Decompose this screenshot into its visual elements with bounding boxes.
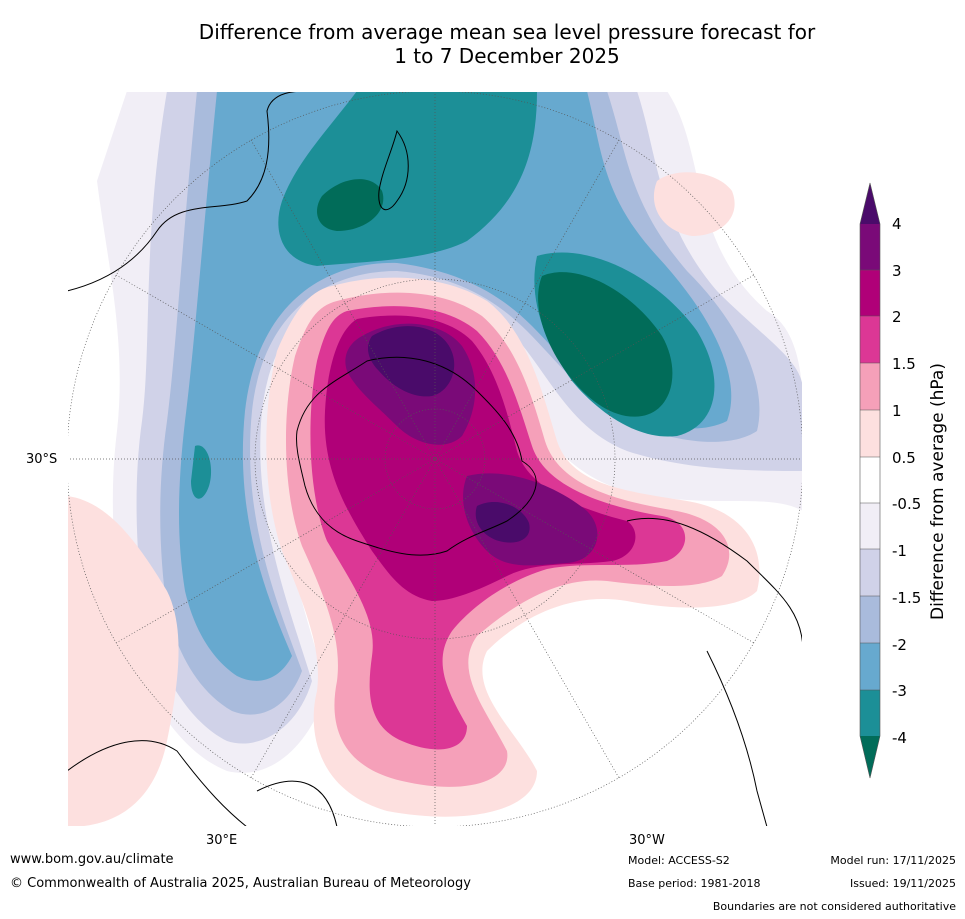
colorbar-segment-minus-1-1.5 (860, 549, 880, 596)
colorbar-segment-minus-0.5-1 (860, 503, 880, 549)
colorbar-tick: 3 (892, 262, 902, 280)
website-link[interactable]: www.bom.gov.au/climate (10, 852, 174, 867)
colorbar-tick: 1 (892, 402, 902, 420)
colorbar-tick: -1 (892, 542, 907, 560)
colorbar-segment-minus-3-4 (860, 690, 880, 736)
latitude-label: 30°S (26, 452, 58, 467)
anomaly-region-plus-4 (367, 326, 455, 397)
new-zealand-coastline (378, 129, 409, 211)
chart-title: Difference from average mean sea level p… (0, 20, 965, 68)
longitude-label-east: 30°E (206, 833, 238, 848)
anomaly-region-plus-0.5-sw (67, 496, 179, 827)
colorbar-tick: 0.5 (892, 449, 916, 467)
colorbar-segment-3-4 (860, 224, 880, 270)
boundary-disclaimer: Boundaries are not considered authoritat… (712, 900, 956, 913)
title-line-2: 1 to 7 December 2025 (394, 44, 620, 68)
colorbar-segment-2-3 (860, 270, 880, 316)
colorbar-tick: 1.5 (892, 355, 916, 373)
anomaly-region-minus-4-nz (317, 179, 384, 231)
colorbar-extend-low (860, 736, 880, 778)
anomaly-region-plus-3-east (463, 473, 598, 566)
graticule (67, 91, 803, 827)
colorbar-tick: 4 (892, 215, 902, 233)
model-run-date: Model run: 17/11/2025 (830, 854, 956, 867)
longitude-label-west: 30°W (629, 833, 665, 848)
colorbar-tick: -3 (892, 682, 907, 700)
pressure-anomaly-map (67, 91, 803, 827)
colorbar-extend-high (860, 183, 880, 224)
colorbar-tick: -2 (892, 636, 907, 654)
title-line-1: Difference from average mean sea level p… (198, 20, 816, 44)
colorbar-tick: 2 (892, 308, 902, 326)
colorbar-segment-minus-2-3 (860, 643, 880, 690)
colorbar (859, 182, 881, 779)
colorbar-tick: -0.5 (892, 495, 922, 513)
colorbar-segment-minus-1.5-2 (860, 596, 880, 643)
anomaly-region-plus-4-east (475, 502, 530, 543)
anomaly-region-minus-4-east (538, 272, 673, 417)
base-period: Base period: 1981-2018 (628, 877, 761, 890)
issued-date: Issued: 19/11/2025 (849, 877, 956, 890)
anomaly-region-plus-0.5-ne (653, 172, 735, 236)
antarctica-coastline (296, 356, 537, 556)
africa-coastline (67, 740, 338, 827)
colorbar-segment-1-1.5 (860, 363, 880, 410)
colorbar-tick: -1.5 (892, 589, 922, 607)
colorbar-title: Difference from average (hPa) (928, 363, 948, 620)
copyright-notice: © Commonwealth of Australia 2025, Austra… (10, 876, 471, 891)
south-america-coastline (626, 517, 803, 827)
australia-coastline (67, 91, 308, 292)
colorbar-tick: -4 (892, 729, 907, 747)
colorbar-segment-neutral (860, 457, 880, 503)
model-name: Model: ACCESS-S2 (628, 854, 730, 867)
colorbar-segment-1.5-2 (860, 316, 880, 363)
colorbar-segment-0.5-1 (860, 410, 880, 457)
